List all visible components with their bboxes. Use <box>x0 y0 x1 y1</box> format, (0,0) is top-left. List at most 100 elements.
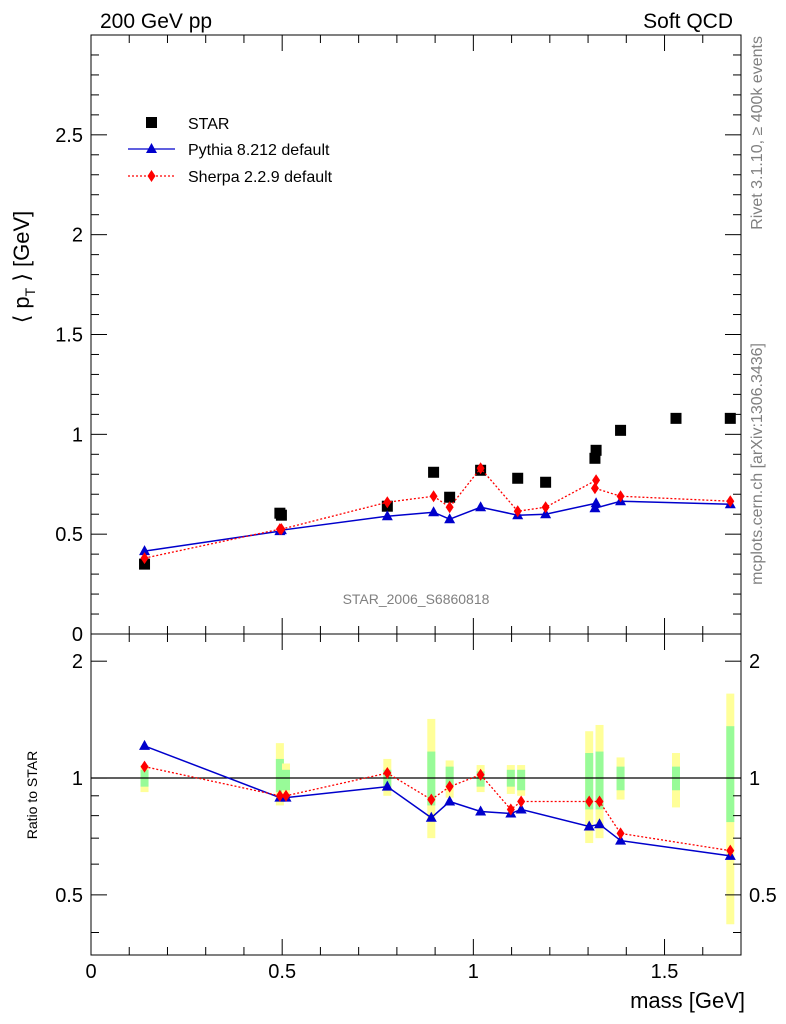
x-tick-label: 0.5 <box>268 961 296 983</box>
main-pythia-point <box>589 502 601 513</box>
ratio-y-tick-label-right: 0.5 <box>749 885 777 907</box>
main-star-point <box>275 509 287 521</box>
ratio-sherpa-point <box>282 789 290 802</box>
ratio-pythia-line <box>144 745 731 857</box>
band-inner <box>726 726 735 823</box>
main-y-tick-label: 1 <box>72 424 83 446</box>
band-inner <box>517 769 526 791</box>
ratio-pythia-point <box>381 780 393 791</box>
ratio-sherpa-point <box>445 780 454 793</box>
ratio-y-tick-label: 1 <box>72 768 83 790</box>
main-sherpa-point <box>513 505 522 518</box>
main-star-point <box>589 452 601 464</box>
main-sherpa-point <box>476 462 485 475</box>
main-y-tick-label: 1.5 <box>55 325 83 347</box>
ratio-pythia-point <box>475 805 487 816</box>
main-pythia-point <box>475 501 487 512</box>
main-star-point <box>724 412 736 424</box>
x-tick-label: 1 <box>468 961 479 983</box>
main-star-point <box>540 476 552 488</box>
band-inner <box>595 751 604 810</box>
main-panel: 0 0.5 1 1.5 2 2.5 STAR_2006_S6860818 ⟨ pT ⟩ [… <box>9 34 742 646</box>
main-sherpa-point <box>277 523 286 536</box>
ratio-y-tick-label-right: 1 <box>749 768 760 790</box>
analysis-id: STAR_2006_S6860818 <box>343 591 490 607</box>
main-star-point <box>444 491 456 503</box>
ratio-pythia-point <box>594 818 606 829</box>
main-pythia-point <box>444 513 456 524</box>
ratio-sherpa-point <box>517 795 526 808</box>
ratio-pythia-point <box>615 834 627 845</box>
ratio-sherpa-point <box>140 760 149 773</box>
main-sherpa-point <box>429 490 438 503</box>
main-sherpa-point <box>590 482 599 495</box>
ratio-sherpa-point <box>383 767 392 780</box>
legend-sherpa-marker <box>147 170 156 182</box>
main-y-tick-label: 2 <box>72 225 83 247</box>
ratio-sherpa-point <box>726 844 735 857</box>
main-y-label: ⟨ pT ⟩ [GeV] <box>9 211 38 324</box>
band-inner <box>275 758 284 793</box>
main-star-point <box>428 466 440 478</box>
main-y-tick-label: 0 <box>72 624 83 646</box>
ratio-uncertainty-bands <box>91 693 741 925</box>
band-inner <box>282 769 290 791</box>
main-sherpa-point <box>445 501 454 514</box>
ratio-pythia-point <box>139 739 151 750</box>
main-pythia-point <box>590 497 602 508</box>
legend-pythia-label: Pythia 8.212 default <box>188 142 330 159</box>
legend: STAR Pythia 8.212 default Sherpa 2.2.9 d… <box>128 116 333 186</box>
rivet-label: Rivet 3.1.10, ≥ 400k events <box>749 36 766 230</box>
ratio-sherpa-point <box>506 803 515 816</box>
main-pythia-line <box>144 500 731 552</box>
ratio-y-label: Ratio to STAR <box>24 751 40 839</box>
main-star-point <box>670 412 682 424</box>
main-sherpa-point <box>726 495 735 508</box>
legend-sherpa-label: Sherpa 2.2.9 default <box>188 169 333 186</box>
x-tick-label: 0 <box>85 961 96 983</box>
main-sherpa-point <box>541 501 550 514</box>
ratio-sherpa-point <box>616 827 625 840</box>
main-sherpa-point <box>592 474 601 487</box>
main-pythia-point <box>428 506 440 517</box>
ratio-frame <box>90 633 742 956</box>
main-pythia-point <box>381 510 393 521</box>
main-y-axis: 0 0.5 1 1.5 2 2.5 <box>55 54 741 646</box>
ratio-y-tick-label-right: 2 <box>749 651 760 673</box>
band-inner <box>585 753 594 810</box>
header-left: 200 GeV pp <box>100 10 212 33</box>
ratio-sherpa-point <box>275 789 284 802</box>
x-tick-label: 1.5 <box>651 961 679 983</box>
ratio-pythia-point <box>515 803 527 814</box>
ratio-sherpa-point <box>476 768 485 781</box>
legend-pythia-marker <box>146 143 157 153</box>
main-x-axis <box>90 35 742 634</box>
ratio-x-axis: 0 0.5 1 1.5 <box>85 634 742 983</box>
mcplots-label: mcplots.cern.ch [arXiv:1306.3436] <box>749 343 766 585</box>
main-y-tick-label: 0.5 <box>55 524 83 546</box>
x-axis-label: mass [GeV] <box>630 988 745 1013</box>
main-sherpa-point <box>383 496 392 509</box>
ratio-pythia-point <box>444 795 456 806</box>
main-sherpa-point <box>140 552 149 565</box>
main-pythia-point <box>139 545 151 556</box>
main-sherpa-point <box>616 490 625 503</box>
ratio-y-tick-label: 0.5 <box>55 885 83 907</box>
ratio-sherpa-point <box>585 795 594 808</box>
main-star-point <box>615 424 627 436</box>
main-y-tick-label: 2.5 <box>55 125 83 147</box>
legend-star-marker <box>146 117 157 128</box>
ratio-panel: 0.5 0.5 1 1 2 2 0 0.5 1 1.5 Ratio to STAR mass [… <box>24 633 777 1013</box>
main-star-point <box>590 444 602 456</box>
main-star-point <box>512 472 524 484</box>
ratio-y-tick-label: 2 <box>72 651 83 673</box>
ratio-pythia-point <box>583 820 595 831</box>
ratio-pythia-point <box>425 811 437 822</box>
band-inner <box>445 766 454 787</box>
ratio-sherpa-point <box>427 793 436 806</box>
ratio-y-axis: 0.5 0.5 1 1 2 2 <box>55 651 777 933</box>
legend-star-label: STAR <box>188 116 229 133</box>
header-right: Soft QCD <box>643 10 733 33</box>
ratio-sherpa-point <box>595 795 604 808</box>
